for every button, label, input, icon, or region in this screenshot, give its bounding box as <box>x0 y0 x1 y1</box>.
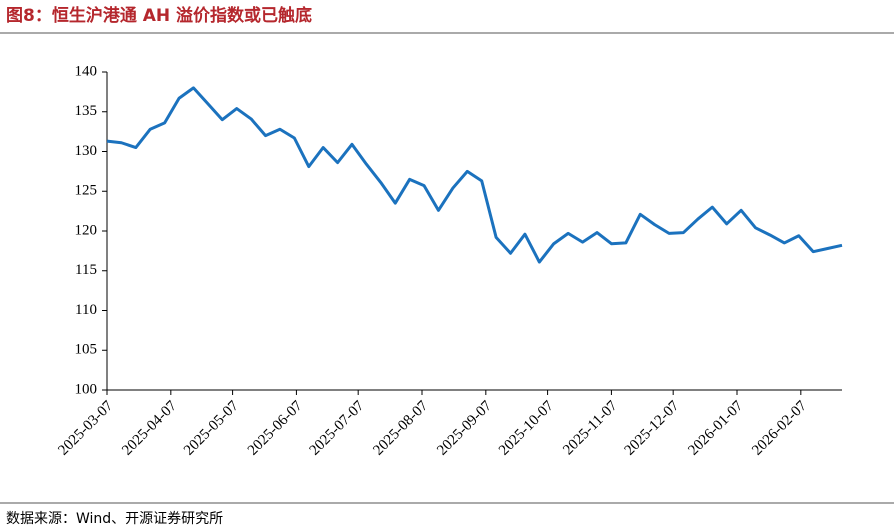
y-tick-label: 100 <box>75 381 98 397</box>
y-tick-label: 115 <box>75 262 97 278</box>
data-line <box>106 86 843 264</box>
x-tick-label: 2025-11-07 <box>560 398 621 459</box>
y-tick-label: 130 <box>75 143 98 159</box>
x-tick-label: 2025-08-07 <box>370 398 431 459</box>
x-tick-label: 2026-02-07 <box>749 398 810 459</box>
source-note: 数据来源：Wind、开源证券研究所 <box>6 511 223 527</box>
x-tick-label: 2026-01-07 <box>685 398 746 459</box>
y-tick-label: 110 <box>75 302 97 318</box>
x-tick-label: 2025-07-07 <box>307 398 368 459</box>
x-tick-label: 2025-06-07 <box>245 398 306 459</box>
x-tick-label: 2025-12-07 <box>622 398 683 459</box>
x-tick-label: 2025-03-07 <box>55 398 116 459</box>
y-tick-label: 140 <box>75 63 98 79</box>
y-tick-label: 125 <box>75 183 98 199</box>
y-tick-label: 105 <box>75 342 98 358</box>
x-tick-label: 2025-10-07 <box>496 398 557 459</box>
x-tick-label: 2025-05-07 <box>181 398 242 459</box>
x-tick-label: 2025-09-07 <box>434 398 495 459</box>
chart-title: 图8：恒生沪港通 AH 溢价指数或已触底 <box>6 5 312 26</box>
y-tick-label: 120 <box>75 222 98 238</box>
x-tick-label: 2025-04-07 <box>119 398 180 459</box>
y-tick-label: 135 <box>75 103 98 119</box>
